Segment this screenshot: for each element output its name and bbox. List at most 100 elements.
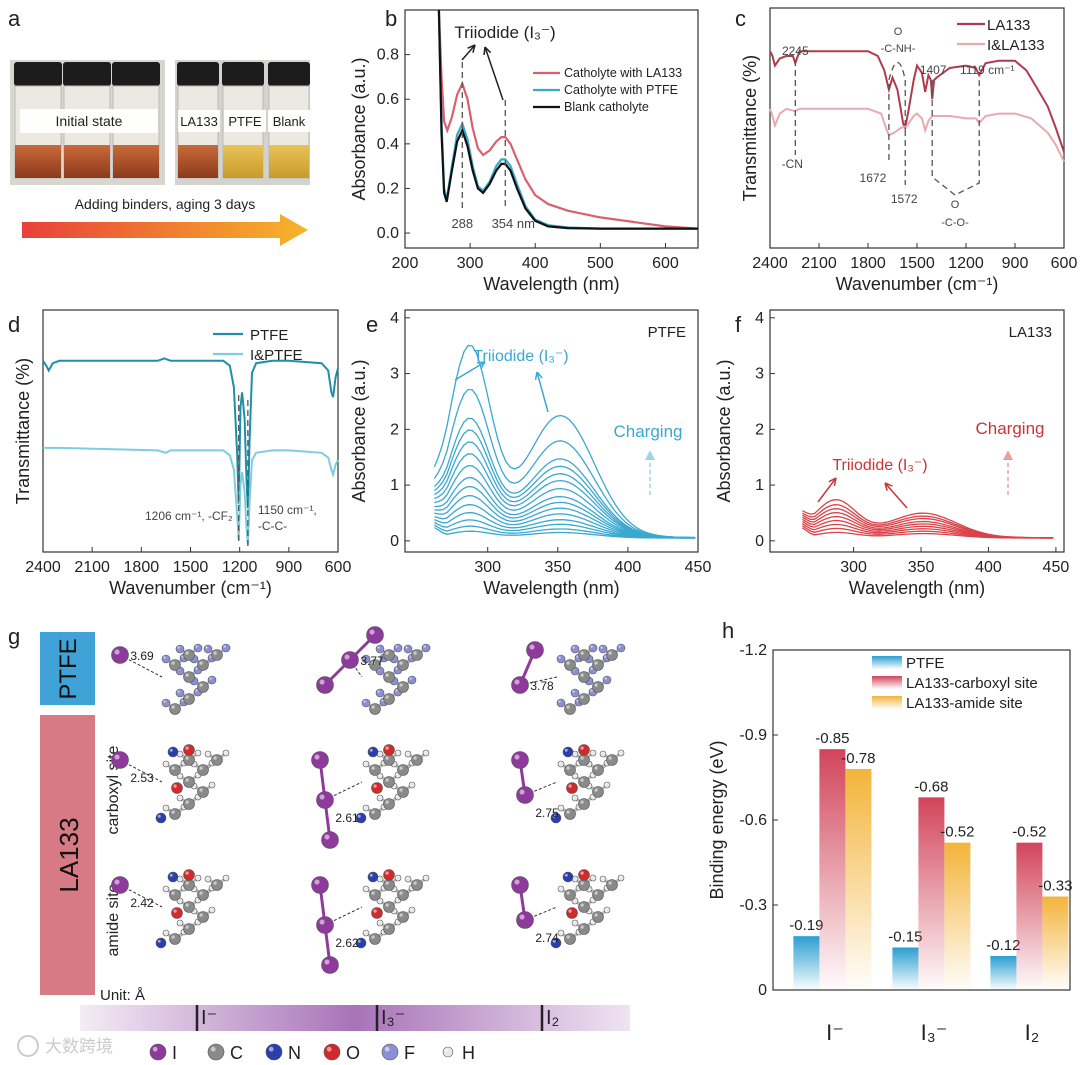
carbon-atom bbox=[592, 889, 604, 901]
atom-highlight bbox=[385, 881, 389, 885]
atom-highlight bbox=[580, 673, 584, 677]
hydrogen-atom bbox=[557, 804, 565, 812]
y-tick-label: 3 bbox=[755, 366, 764, 383]
la133-row-label: LA133 bbox=[54, 817, 84, 892]
bar-value-label: -0.15 bbox=[888, 929, 922, 946]
x-tick-label: 1200 bbox=[222, 559, 258, 576]
iodine-atom bbox=[321, 956, 339, 974]
legend-atom-label: C bbox=[230, 1043, 243, 1063]
nitrogen-atom bbox=[155, 812, 167, 824]
hydrogen-atom bbox=[176, 919, 184, 927]
carbon-atom bbox=[369, 703, 381, 715]
fluorine-atom bbox=[203, 644, 213, 654]
oxygen-atom bbox=[566, 907, 578, 919]
atom-highlight bbox=[185, 800, 189, 804]
atom-highlight bbox=[371, 935, 375, 939]
atom-highlight bbox=[171, 891, 175, 895]
peak-label-2245: 2245 bbox=[782, 44, 809, 58]
carbon-atom bbox=[169, 808, 181, 820]
legend-swatch bbox=[872, 696, 902, 709]
fluorine-atom bbox=[161, 698, 171, 708]
label-card bbox=[268, 110, 310, 132]
atom-highlight bbox=[371, 891, 375, 895]
atom-highlight bbox=[591, 751, 593, 753]
iodine-atom bbox=[321, 831, 339, 849]
legend-label: LA133 bbox=[987, 17, 1030, 34]
fluorine-atom bbox=[588, 643, 598, 653]
ptfe-row-label: PTFE bbox=[55, 638, 82, 699]
legend-atom-label: I bbox=[172, 1043, 177, 1063]
atom-highlight bbox=[552, 939, 556, 943]
vial-label-blank: Blank bbox=[273, 114, 306, 129]
y-axis-label: Absorbance (a.u.) bbox=[349, 359, 369, 502]
unit-label: Unit: Å bbox=[100, 987, 145, 1004]
y-tick-label: 2 bbox=[755, 421, 764, 438]
carbon-atom bbox=[564, 659, 576, 671]
legend-label: Blank catholyte bbox=[564, 100, 649, 114]
distance-label: 3.77 bbox=[360, 654, 384, 668]
y-axis-label: Absorbance (a.u.) bbox=[714, 359, 734, 502]
atom-highlight bbox=[164, 806, 166, 808]
vial-label-ptfe: PTFE bbox=[228, 114, 262, 129]
nitrogen-atom bbox=[367, 871, 379, 883]
carbon-atom bbox=[211, 879, 223, 891]
chart-e: 300 350 400 450 0 1 2 3 4 Wavelength (nm) Absorban… bbox=[349, 309, 711, 598]
bar-value-label: -0.68 bbox=[914, 778, 948, 795]
carbon-atom bbox=[183, 879, 195, 891]
atom-highlight bbox=[413, 881, 417, 885]
atom-highlight bbox=[378, 796, 380, 798]
atom-highlight bbox=[185, 756, 189, 760]
atom-highlight bbox=[396, 795, 398, 797]
atom-highlight bbox=[173, 909, 177, 913]
y-tick-label: -0.3 bbox=[739, 897, 767, 914]
y-tick-label: 4 bbox=[390, 310, 399, 327]
carbon-atom bbox=[383, 754, 395, 766]
hydrogen-atom bbox=[376, 794, 384, 802]
atom-highlight bbox=[206, 877, 208, 879]
atom-highlight bbox=[580, 746, 584, 750]
atom-highlight bbox=[171, 766, 175, 770]
x-tick-label: 600 bbox=[1051, 255, 1078, 272]
hydrogen-atom bbox=[589, 874, 597, 882]
atom-highlight bbox=[178, 877, 180, 879]
triiodide-annotation: Triiodide (I₃⁻) bbox=[473, 348, 568, 365]
x-tick-label: 1800 bbox=[124, 559, 160, 576]
fluorine-atom bbox=[193, 643, 203, 653]
atom-highlight bbox=[213, 651, 217, 655]
atom-highlight bbox=[591, 920, 593, 922]
legend-atom-label: N bbox=[288, 1043, 301, 1063]
carbon-atom bbox=[383, 649, 395, 661]
panel-label-c: c bbox=[735, 6, 746, 31]
atom-highlight bbox=[601, 752, 603, 754]
panel-label-a: a bbox=[8, 6, 21, 31]
atom-highlight bbox=[185, 778, 189, 782]
spectrum-line bbox=[802, 515, 1054, 539]
atom-highlight bbox=[319, 794, 325, 800]
atom-highlight bbox=[378, 921, 380, 923]
amide-site-label: amide site bbox=[105, 883, 122, 956]
x-tick-label: 200 bbox=[392, 255, 419, 272]
hydrogen-atom bbox=[176, 794, 184, 802]
bar-la133-carboxyl-site bbox=[1016, 842, 1043, 990]
iodine-atom bbox=[316, 916, 334, 934]
carbon-atom bbox=[397, 889, 409, 901]
atom-highlight bbox=[163, 700, 166, 703]
bar-value-label: -0.19 bbox=[789, 917, 823, 934]
fluorine-atom bbox=[361, 698, 371, 708]
atom-highlight bbox=[163, 656, 166, 659]
legend-atom-n bbox=[265, 1043, 283, 1061]
atom-highlight bbox=[558, 656, 561, 659]
atom-highlight bbox=[195, 667, 198, 670]
hydrogen-atom bbox=[222, 749, 230, 757]
atom-highlight bbox=[364, 887, 366, 889]
x-axis-label: Wavenumber (cm⁻¹) bbox=[836, 274, 999, 294]
atom-highlight bbox=[210, 908, 212, 910]
carbon-atom bbox=[383, 879, 395, 891]
atom-highlight bbox=[619, 876, 621, 878]
bar-ptfe bbox=[793, 936, 820, 990]
legend-label: PTFE bbox=[250, 327, 288, 344]
iodine-atom bbox=[341, 651, 359, 669]
hydrogen-atom bbox=[589, 749, 597, 757]
bar-la133-amide-site bbox=[944, 842, 971, 990]
hydrogen-atom bbox=[222, 874, 230, 882]
